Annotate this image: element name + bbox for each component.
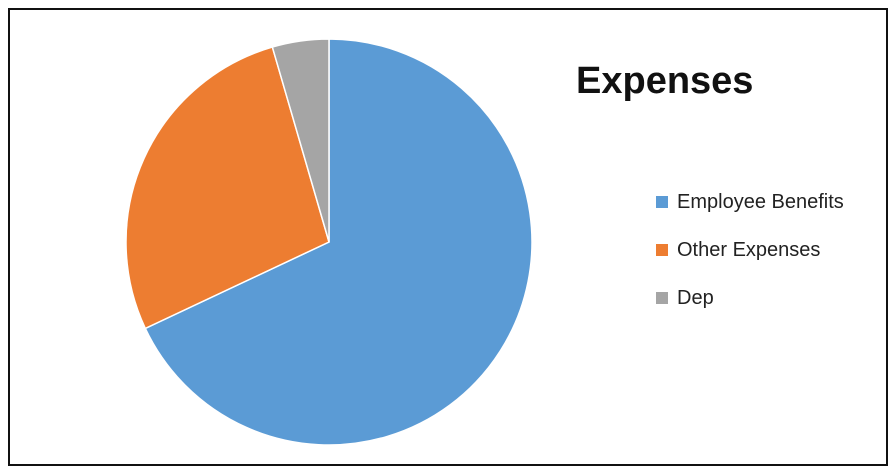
legend-item-dep: Dep <box>656 274 844 322</box>
legend-label: Employee Benefits <box>677 190 844 213</box>
pie-slices <box>125 38 533 446</box>
chart-frame: Expenses Employee Benefits Other Expense… <box>8 8 888 466</box>
legend-item-employee-benefits: Employee Benefits <box>656 178 844 226</box>
pie-slice-other-expenses <box>125 46 330 330</box>
chart-title: Expenses <box>576 60 754 102</box>
legend: Employee Benefits Other Expenses Dep <box>656 178 844 322</box>
pie-slice-employee-benefits <box>144 38 533 446</box>
pie-chart <box>125 38 533 446</box>
legend-swatch <box>656 292 668 304</box>
legend-swatch <box>656 244 668 256</box>
legend-label: Dep <box>677 286 714 309</box>
legend-item-other-expenses: Other Expenses <box>656 226 844 274</box>
pie-slice-dep <box>271 38 330 243</box>
legend-label: Other Expenses <box>677 238 821 261</box>
legend-swatch <box>656 196 668 208</box>
